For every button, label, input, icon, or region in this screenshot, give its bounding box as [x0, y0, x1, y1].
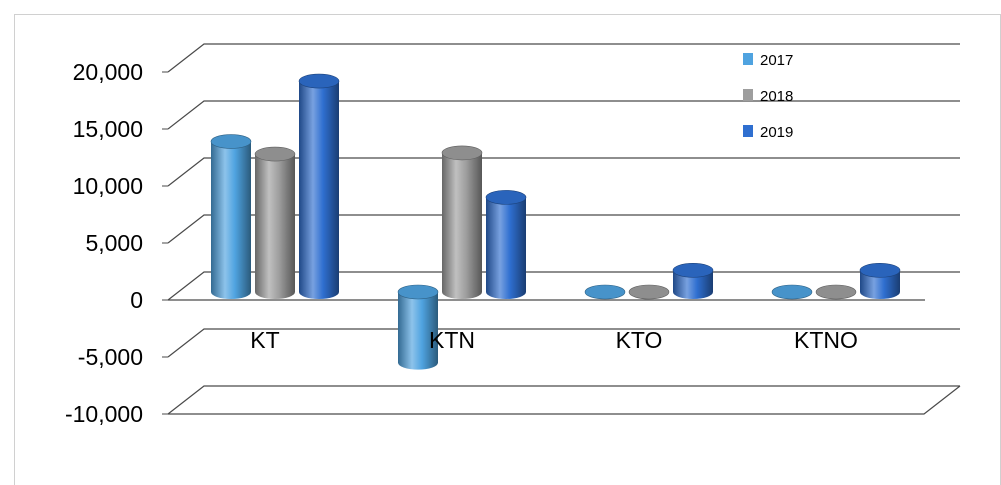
gridline — [167, 157, 960, 187]
y-tick-label: 5,000 — [85, 230, 143, 256]
legend: 2017 2018 2019 — [743, 52, 793, 141]
legend-swatch — [743, 125, 753, 137]
y-tick-label: 15,000 — [73, 116, 143, 142]
bar-ktno-2017 — [771, 284, 813, 300]
y-tick-label: 10,000 — [73, 173, 143, 199]
gridlines — [167, 43, 961, 415]
gridline — [167, 385, 960, 415]
y-tick-label: -10,000 — [65, 401, 143, 427]
legend-swatch — [743, 89, 753, 101]
bar-ktno-2019 — [859, 263, 901, 299]
bar-kto-2017 — [584, 284, 626, 300]
legend-label: 2017 — [760, 52, 793, 69]
legend-label: 2018 — [760, 88, 793, 105]
y-axis: 20,000 15,000 10,000 5,000 0 -5,000 -10,000 — [65, 59, 925, 427]
bar-kt-2017 — [210, 134, 252, 299]
bar-ktn-2017 — [397, 284, 439, 370]
y-tick-label: 0 — [130, 287, 143, 313]
bar-kto-2019 — [672, 263, 714, 299]
category-label: KTO — [616, 327, 663, 353]
bars — [210, 73, 901, 370]
category-label: KT — [250, 327, 279, 353]
bar-kto-2018 — [628, 284, 670, 300]
legend-label: 2019 — [760, 124, 793, 141]
y-tick-label: -5,000 — [78, 344, 143, 370]
legend-swatch — [743, 53, 753, 65]
y-tick-label: 20,000 — [73, 59, 143, 85]
gridline — [167, 328, 960, 358]
category-labels: KT KTN KTO KTNO — [250, 327, 858, 353]
gridline — [167, 100, 960, 130]
category-label: KTNO — [794, 327, 858, 353]
bar-ktno-2018 — [815, 284, 857, 300]
bar-ktn-2018 — [441, 145, 483, 299]
bar-kt-2018 — [254, 146, 296, 299]
bar-ktn-2019 — [485, 190, 527, 299]
gridline — [167, 214, 960, 244]
category-label: KTN — [429, 327, 475, 353]
gridline — [167, 43, 960, 73]
bar-kt-2019 — [298, 73, 340, 299]
floor-edge — [168, 385, 961, 415]
